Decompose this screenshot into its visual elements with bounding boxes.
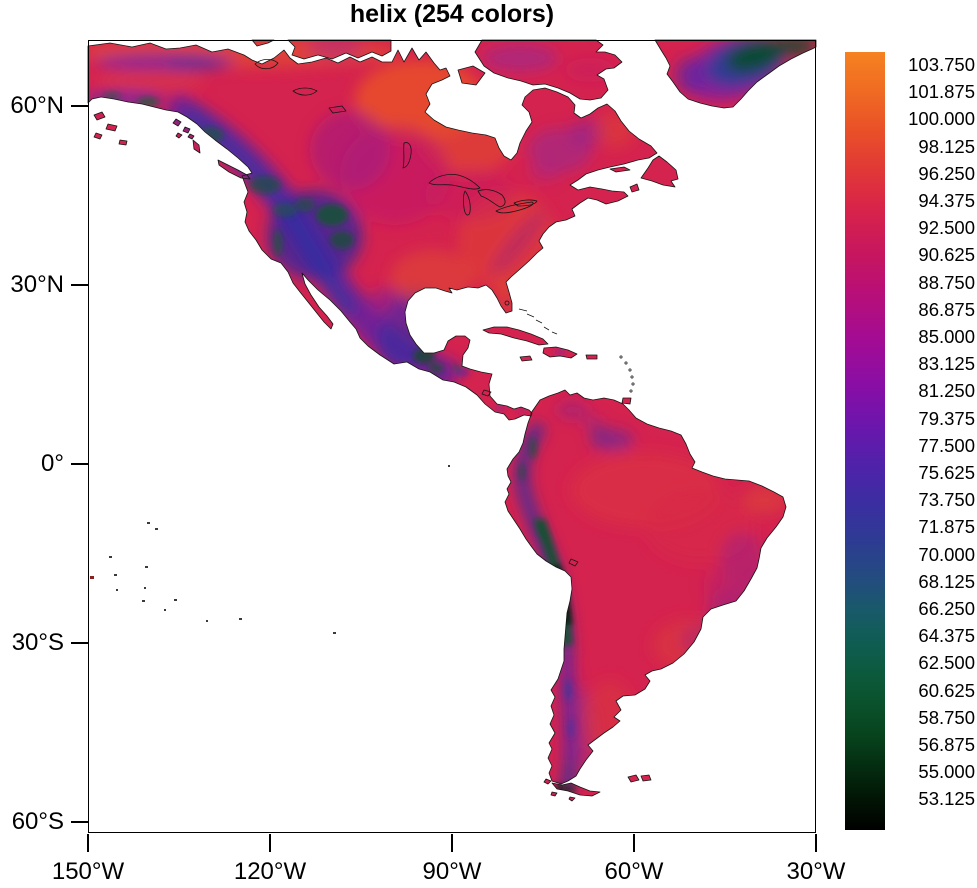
colorbar-tick-label: 86.875 — [918, 298, 975, 320]
colorbar-tick-label: 62.500 — [918, 652, 975, 674]
y-tick-label: 60°N — [10, 92, 64, 119]
colorbar-tick-label: 73.750 — [918, 489, 975, 511]
x-tick-label: 90°W — [422, 858, 482, 885]
colorbar-tick-label: 77.500 — [918, 434, 975, 456]
colorbar-tick-label: 66.250 — [918, 598, 975, 619]
x-tick-label: 150°W — [51, 858, 125, 885]
colorbar-tick-label: 75.625 — [918, 462, 975, 483]
lake-outlines — [254, 58, 635, 567]
colorbar-tick-label: 96.250 — [918, 162, 975, 184]
map-plot-frame — [88, 40, 816, 833]
colorbar-tick-label: 55.000 — [918, 761, 975, 783]
colorbar-tick-label: 68.125 — [918, 570, 975, 592]
colorbar-gradient — [845, 52, 885, 830]
colorbar-tick-label: 90.625 — [918, 244, 975, 266]
colorbar-tick-label: 64.375 — [918, 625, 975, 647]
x-tick-label: 30°W — [786, 858, 846, 885]
x-tick — [87, 834, 89, 852]
colorbar-tick-label: 60.625 — [918, 679, 975, 701]
y-tick — [71, 284, 88, 286]
y-tick — [71, 642, 88, 644]
colorbar-tick-label: 81.250 — [918, 380, 975, 402]
colorbar-tick-label: 71.875 — [918, 516, 975, 538]
y-tick-label: 30°S — [11, 629, 64, 656]
small-island-specks — [90, 465, 450, 634]
y-tick — [71, 821, 88, 823]
y-tick-label: 0° — [41, 450, 64, 477]
plot-title: helix (254 colors) — [349, 0, 555, 28]
x-tick — [269, 834, 271, 852]
x-tick — [633, 834, 635, 852]
colorbar-tick-label: 101.875 — [908, 81, 975, 103]
colorbar-tick-label: 88.750 — [918, 271, 975, 293]
colorbar-tick-label: 58.750 — [918, 706, 975, 728]
x-tick — [815, 834, 817, 852]
colorbar-tick-label: 98.125 — [918, 135, 975, 157]
x-tick-label: 60°W — [604, 858, 664, 885]
x-tick-label: 120°W — [233, 858, 307, 885]
colorbar-tick-label: 83.125 — [918, 353, 975, 375]
colorbar-tick-label: 94.375 — [918, 190, 975, 211]
colorbar-tick-label: 56.875 — [918, 734, 975, 755]
y-tick-label: 60°S — [11, 808, 64, 835]
y-tick — [71, 105, 88, 107]
colorbar-tick-label: 100.000 — [908, 108, 975, 130]
colorbar-tick-label: 79.375 — [918, 407, 975, 429]
x-tick — [451, 834, 453, 852]
y-tick — [71, 463, 88, 465]
colorbar-tick-label: 70.000 — [918, 543, 975, 565]
colorbar-tick-label: 53.125 — [918, 788, 975, 810]
colorbar-tick-label: 103.750 — [908, 54, 975, 75]
colorbar-tick-label: 92.500 — [918, 217, 975, 239]
y-tick-label: 30°N — [10, 271, 64, 298]
colorbar-tick-label: 85.000 — [918, 326, 975, 347]
